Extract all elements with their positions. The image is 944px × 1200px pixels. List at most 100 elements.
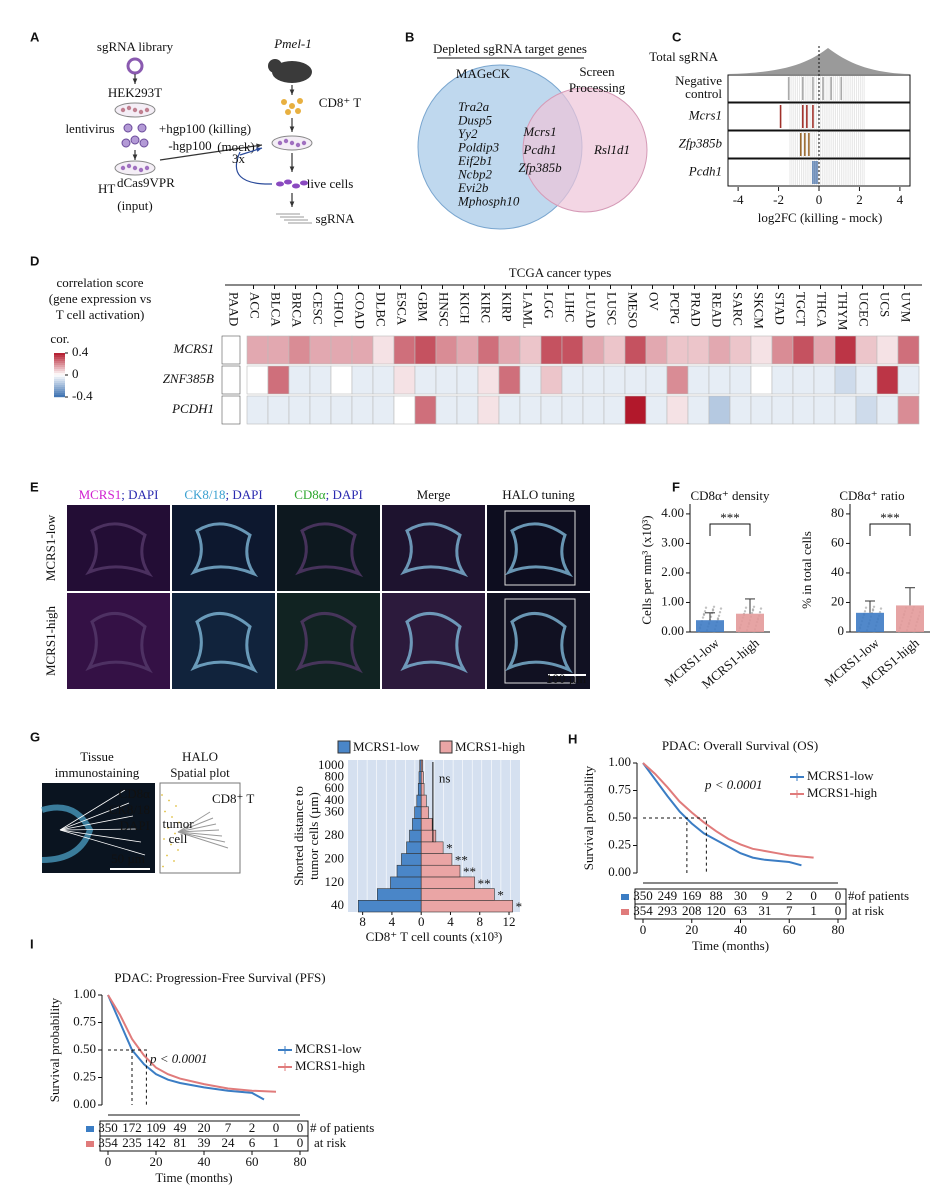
heat-cell <box>540 395 563 425</box>
colorbar-step <box>54 371 65 374</box>
point <box>863 610 867 613</box>
distance-line <box>59 789 126 831</box>
cell <box>283 138 289 144</box>
risk-count: 88 <box>710 888 723 903</box>
risk-swatch <box>86 1141 94 1147</box>
y-tick-label: 0 <box>838 623 845 638</box>
heat-cell <box>666 335 689 365</box>
heat-cell <box>708 365 731 395</box>
heat-cell <box>477 395 500 425</box>
label: 3x <box>232 151 246 166</box>
row-label: Mcrs1 <box>688 107 722 122</box>
point <box>872 605 876 608</box>
risk-count: 39 <box>198 1135 211 1150</box>
tumor-dot <box>174 832 176 835</box>
heat-cell <box>414 395 437 425</box>
colorbar-step <box>54 391 65 394</box>
label: -hgp100 <box>168 138 211 153</box>
y-tick-label: 0.00 <box>661 623 684 638</box>
y-tick-label: 0.75 <box>608 781 631 796</box>
x-tick-label: 80 <box>832 922 845 937</box>
cell <box>301 140 307 146</box>
colorbar-step <box>54 359 65 362</box>
column-label: THYM <box>836 292 851 331</box>
micrograph-tint <box>277 593 380 689</box>
panel-letter: I <box>30 936 34 951</box>
label: Processing <box>569 80 626 95</box>
y-tick-label: 800 <box>325 769 345 784</box>
heat-cell <box>834 365 857 395</box>
risk-count: 120 <box>706 903 726 918</box>
tissue <box>41 804 94 863</box>
arrow-head <box>289 201 295 207</box>
label: lentivirus <box>65 121 114 136</box>
tissue-outline <box>85 612 153 674</box>
column-label: PCPG <box>668 292 683 325</box>
tumor-dot <box>175 805 177 807</box>
distance-line <box>59 829 142 843</box>
x-axis-label: CD8⁺ T cell counts (x10³) <box>366 929 503 944</box>
header-part: ; DAPI <box>326 487 363 502</box>
gene: Mphosph10 <box>457 193 520 208</box>
label: HEK293T <box>108 85 162 100</box>
heat-cell <box>750 335 773 365</box>
tumor-dot <box>173 860 175 862</box>
stain-label: CK8/18 <box>109 802 150 817</box>
distance-line <box>177 817 214 833</box>
heat-cell <box>876 365 899 395</box>
arrow-head <box>289 89 295 95</box>
risk-count: 0 <box>810 888 817 903</box>
header-part: CD8α <box>294 487 326 502</box>
risk-count: 0 <box>297 1120 304 1135</box>
heat-cell <box>603 365 626 395</box>
legend-label: MCRS1-high <box>455 739 526 754</box>
risk-count: 0 <box>297 1135 304 1150</box>
row-label: MCRS1-low <box>43 514 58 581</box>
y-tick-label: 280 <box>325 827 345 842</box>
heat-cell <box>477 365 500 395</box>
virus <box>137 123 147 133</box>
column-label: HNSC <box>437 292 452 327</box>
legend-label: MCRS1-low <box>353 739 420 754</box>
x-tick-label: 40 <box>734 922 747 937</box>
x-tick-label: -4 <box>733 192 744 207</box>
heat-cell <box>372 395 395 425</box>
image-header: CD8α; DAPI <box>294 487 363 502</box>
heat-cell <box>393 365 416 395</box>
micrograph <box>67 505 170 591</box>
heat-cell <box>330 365 353 395</box>
heat-cell <box>393 335 416 365</box>
risk-count: 0 <box>835 888 842 903</box>
distance-line <box>59 829 146 856</box>
header-part: ; DAPI <box>225 487 262 502</box>
panel-letter: A <box>30 29 40 44</box>
micrograph-tint <box>382 505 485 591</box>
bar <box>420 771 424 784</box>
panel-letter: B <box>405 29 414 44</box>
label: Pmel-1 <box>273 36 312 51</box>
virus <box>123 123 133 133</box>
gene: Eif2b1 <box>457 153 493 168</box>
heat-cell <box>561 335 584 365</box>
point <box>719 607 723 610</box>
tcell <box>289 103 295 109</box>
heat-cell <box>288 395 311 425</box>
tissue-outline <box>190 612 258 674</box>
y-tick-label: 1.00 <box>661 593 684 608</box>
bar <box>420 829 437 843</box>
risk-count: 350 <box>633 888 653 903</box>
label: HT <box>98 181 115 196</box>
micrograph-tint <box>382 593 485 689</box>
mouse <box>272 61 312 83</box>
heat-cell <box>582 365 605 395</box>
gene: Zfp385b <box>518 160 562 175</box>
label: (mock) <box>217 139 255 154</box>
heat-cell <box>687 365 710 395</box>
bar <box>696 620 724 632</box>
column-label: CESC <box>311 292 326 325</box>
x-tick-label: 60 <box>783 922 796 937</box>
tissue-outline <box>295 612 363 674</box>
panel-letter: E <box>30 479 39 494</box>
label: dCas9VPR <box>117 175 175 190</box>
